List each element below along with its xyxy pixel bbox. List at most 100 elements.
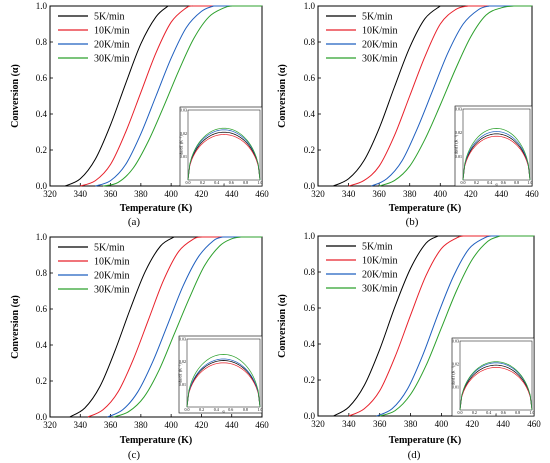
y-axis-label: Conversion (α) — [277, 64, 288, 128]
x-tick-label: 380 — [404, 419, 418, 429]
plot-frame — [49, 236, 263, 418]
y-tick-label: 0.8 — [304, 37, 316, 47]
x-tick-label: 320 — [311, 419, 325, 429]
legend-entry: 5K/min — [94, 12, 125, 23]
x-tick-label: 420 — [195, 420, 209, 430]
series-line-1 — [333, 235, 439, 417]
inset-axes — [459, 340, 533, 411]
x-tick-label: 420 — [466, 419, 480, 429]
inset-x-tick-label: 1.0 — [258, 407, 263, 412]
legend-entry: 20K/min — [94, 271, 130, 282]
inset-x-tick-label: 0.2 — [200, 180, 205, 185]
inset-y-label: dα/dT (K⁻¹) — [179, 135, 184, 155]
inset-curve-1 — [187, 131, 261, 181]
x-tick-label: 320 — [311, 189, 325, 199]
x-tick-label: 420 — [195, 189, 209, 199]
inset-y-tick-label: 0.01 — [455, 154, 462, 159]
panel-label: (c) — [128, 449, 141, 461]
plot-frame — [49, 5, 263, 187]
inset-y-tick-label: 0.01 — [179, 382, 186, 387]
x-tick-label: 340 — [342, 419, 356, 429]
inset-x-tick-label: 0.4 — [214, 407, 219, 412]
y-tick-label: 0.4 — [304, 339, 316, 349]
series-line-4 — [378, 5, 514, 187]
x-axis-label: Temperature (K) — [389, 435, 462, 446]
x-axis-label: Temperature (K) — [120, 435, 193, 446]
y-tick-label: 1.0 — [36, 1, 48, 11]
series-line-3 — [107, 236, 223, 418]
y-tick-label: 1.0 — [304, 231, 316, 241]
x-tick-label: 380 — [403, 189, 417, 199]
inset-x-tick-label: 0.6 — [228, 407, 233, 412]
inset-y-label: dα/dT (K⁻¹) — [178, 363, 183, 383]
panel-label: (d) — [408, 449, 421, 461]
inset-y-label: dα/dT (K⁻¹) — [454, 134, 459, 154]
series-line-3 — [376, 235, 491, 417]
x-tick-label: 360 — [104, 189, 118, 199]
inset-plot: 0.0 0.2 0.4 0.6 0.8 1.0 0.01 0.02 0.03 α dα/dT (K⁻… — [179, 106, 263, 187]
inset-x-tick-label: 0.0 — [186, 180, 191, 185]
y-tick-label: 0.4 — [304, 109, 316, 119]
legend-entry: 10K/min — [94, 257, 130, 268]
y-tick-label: 0.4 — [36, 109, 48, 119]
x-tick-label: 400 — [435, 419, 449, 429]
inset-x-label: α — [222, 409, 224, 414]
inset-x-tick-label: 0.8 — [514, 180, 519, 185]
inset-y-tick-label: 0.03 — [452, 339, 459, 344]
legend-entry: 10K/min — [362, 256, 398, 267]
x-tick-label: 460 — [525, 189, 539, 199]
inset-x-tick-label: 0.2 — [199, 407, 204, 412]
series-line-1 — [64, 5, 169, 187]
legend-entry: 5K/min — [362, 12, 393, 23]
inset-curve-3 — [186, 358, 261, 408]
y-tick-label: 1.0 — [304, 1, 316, 11]
y-tick-label: 0.6 — [304, 73, 316, 83]
x-tick-label: 440 — [495, 189, 509, 199]
series-line-2 — [80, 5, 193, 187]
inset-x-tick-label: 1.0 — [528, 180, 533, 185]
y-axis-label: Conversion (α) — [10, 295, 21, 359]
series-line-3 — [95, 5, 214, 187]
inset-x-tick-label: 0.8 — [243, 180, 248, 185]
y-tick-label: 1.0 — [36, 232, 48, 242]
x-tick-label: 320 — [43, 420, 57, 430]
panel-label: (b) — [406, 216, 419, 228]
legend-entry: 20K/min — [362, 40, 398, 51]
x-tick-label: 440 — [225, 189, 239, 199]
x-tick-label: 380 — [134, 189, 148, 199]
y-tick-label: 0.6 — [36, 304, 48, 314]
x-tick-label: 420 — [464, 189, 478, 199]
chart-panel-2: 320 340 360 380 400 420 440 460 0.0 0.2 0.4 0.6 0.8 1… — [277, 1, 539, 228]
inset-y-tick-label: 0.02 — [452, 362, 459, 367]
inset-x-tick-label: 0.4 — [214, 180, 219, 185]
inset-curve-2 — [462, 135, 531, 181]
inset-x-label: α — [495, 182, 497, 187]
x-axis-label: Temperature (K) — [389, 203, 462, 214]
inset-curve-3 — [187, 129, 261, 181]
y-tick-label: 0.0 — [36, 181, 48, 191]
x-tick-label: 340 — [342, 189, 356, 199]
y-tick-label: 0.8 — [304, 267, 316, 277]
series-line-1 — [69, 236, 175, 418]
legend-entry: 5K/min — [362, 242, 393, 253]
inset-x-tick-label: 0.2 — [472, 410, 477, 415]
y-tick-label: 0.2 — [304, 375, 315, 385]
inset-x-tick-label: 0.8 — [243, 407, 248, 412]
inset-x-tick-label: 0.0 — [185, 407, 190, 412]
inset-plot: 0.0 0.2 0.4 0.6 0.8 1.0 0.01 0.02 0.03 α dα/dT (K⁻… — [454, 105, 533, 187]
inset-curve-4 — [462, 128, 531, 181]
chart-panel-3: 320 340 360 380 400 420 440 460 0.0 0.2 0.4 0.6 0.8 1… — [10, 232, 269, 461]
inset-plot: 0.0 0.2 0.4 0.6 0.8 1.0 0.01 0.02 0.03 α dα/dT (K⁻… — [451, 337, 535, 417]
x-tick-label: 460 — [255, 420, 269, 430]
series-line-3 — [371, 5, 490, 187]
chart-panel-1: 320 340 360 380 400 420 440 460 0.0 0.2 0.4 0.6 0.8 1… — [10, 1, 269, 228]
y-tick-label: 0.0 — [304, 411, 316, 421]
inset-x-label: α — [223, 182, 225, 187]
inset-axes — [186, 338, 261, 408]
inset-plot: 0.0 0.2 0.4 0.6 0.8 1.0 0.01 0.02 0.03 α dα/dT (K⁻… — [178, 335, 263, 414]
x-tick-label: 360 — [104, 420, 118, 430]
series-line-4 — [102, 5, 232, 187]
inset-curve-1 — [462, 133, 531, 181]
x-tick-label: 400 — [434, 189, 448, 199]
y-tick-label: 0.6 — [304, 303, 316, 313]
